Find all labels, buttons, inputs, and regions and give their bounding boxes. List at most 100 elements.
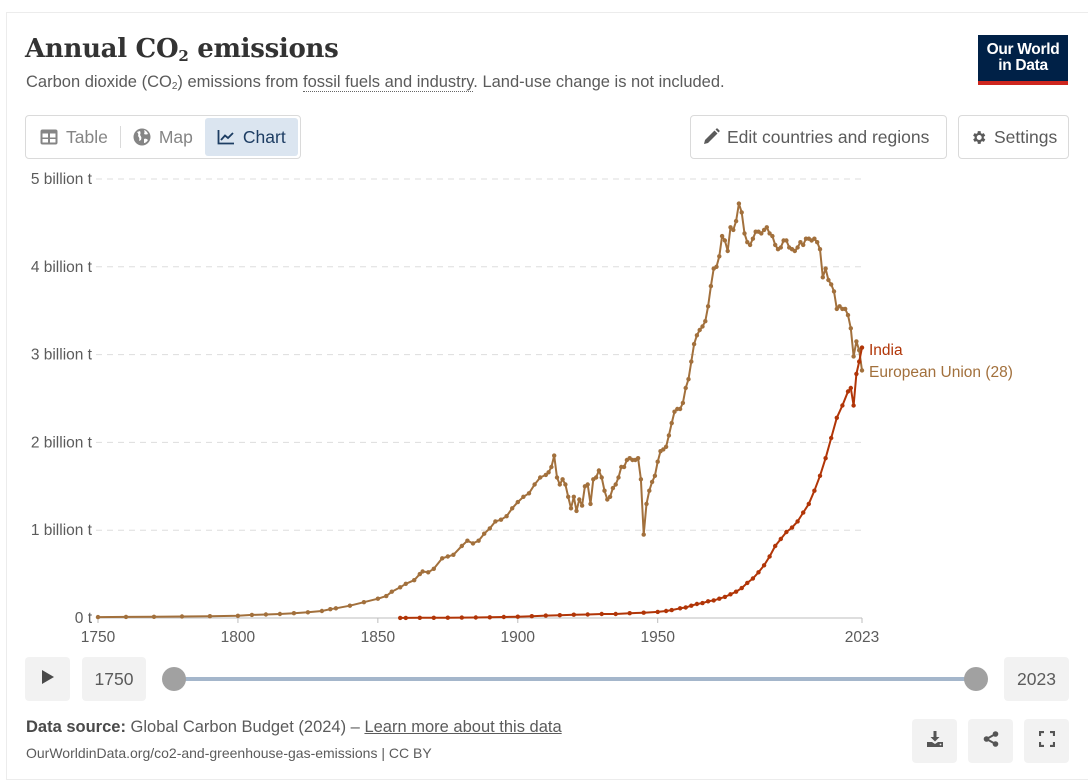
series-layer [95,201,865,621]
data-point [574,508,579,514]
data-point [778,245,783,250]
data-point [476,538,481,543]
data-point [767,554,772,559]
download-button[interactable] [912,719,957,763]
data-point [773,242,778,248]
data-point [529,614,534,619]
timeline-track[interactable] [174,677,976,681]
timeline-start-handle[interactable] [162,667,186,691]
data-point [445,615,450,620]
data-point [742,231,747,236]
data-point [515,499,520,505]
data-point [812,236,817,241]
series-line [97,202,863,619]
data-point [571,612,576,617]
data-point [745,240,750,245]
data-point [857,359,862,364]
tab-table[interactable]: Table [28,118,120,156]
data-point [493,519,498,524]
globe-icon [133,128,151,146]
source-label: Data source: [26,718,126,736]
data-point [613,611,618,617]
data-point [831,289,837,294]
data-point [398,585,403,590]
data-point [823,266,828,271]
fossil-fuels-link[interactable]: fossil fuels and industry [303,73,474,92]
data-point [440,556,445,561]
data-point [708,283,714,289]
end-year-box[interactable]: 2023 [1004,657,1069,701]
data-point [605,497,610,502]
tab-map[interactable]: Map [121,118,205,156]
data-point [638,477,644,482]
data-point [694,333,700,338]
data-point [655,459,660,464]
view-tabs: Table Map Chart [25,115,301,159]
x-tick-label: 1950 [640,629,675,646]
data-source: Data source: Global Carbon Budget (2024)… [26,718,562,737]
data-point [773,543,778,549]
settings-button[interactable]: Settings [958,115,1069,159]
data-point [761,563,767,568]
data-point [179,614,185,619]
data-point [610,485,616,491]
timeline-end-handle[interactable] [964,667,988,691]
data-point [398,615,403,621]
learn-more-link[interactable]: Learn more about this data [364,718,562,736]
table-icon [40,129,58,145]
data-point [750,236,756,241]
edit-countries-button[interactable]: Edit countries and regions [690,115,947,159]
data-point [784,238,789,243]
data-point [728,225,733,230]
data-point [616,475,621,480]
data-point [683,605,688,610]
data-point [459,615,464,620]
data-point [834,415,839,420]
data-point [635,456,641,461]
y-tick-label: 5 billion t [31,171,93,188]
data-point [747,242,753,248]
data-point [403,615,408,621]
data-point [235,613,241,618]
data-point [566,494,571,499]
data-point [672,409,677,414]
data-point [123,614,129,620]
data-point [543,472,548,478]
data-point [694,601,700,607]
data-point [666,433,672,438]
data-point [840,403,845,408]
gear-icon [970,129,987,146]
data-point [778,536,783,542]
data-point [571,494,576,499]
fullscreen-button[interactable] [1024,719,1069,763]
data-point [417,615,422,620]
data-point [384,593,389,599]
y-tick-label: 3 billion t [31,347,93,364]
data-point [602,488,607,493]
data-point [585,612,590,617]
data-point [792,248,797,254]
data-point [731,227,736,233]
data-point [764,225,769,230]
start-year-box[interactable]: 1750 [82,657,146,701]
tab-chart[interactable]: Chart [204,118,298,156]
share-icon [983,730,999,752]
data-point [504,514,509,519]
data-point [599,475,604,480]
data-point [823,456,828,461]
data-point [817,473,823,478]
grid-layer [96,178,864,531]
owid-logo[interactable]: Our World in Data [978,35,1068,85]
data-point [784,529,789,535]
data-point [739,210,744,215]
data-point [538,475,543,480]
data-point [347,603,353,608]
series-india [398,345,865,621]
y-tick-label: 2 billion t [31,434,93,451]
chart-url[interactable]: OurWorldinData.org/co2-and-greenhouse-ga… [26,745,432,761]
data-point [789,525,795,530]
tab-map-label: Map [158,126,193,147]
share-button[interactable] [968,719,1013,763]
data-point [854,371,859,377]
play-button[interactable] [25,657,70,701]
